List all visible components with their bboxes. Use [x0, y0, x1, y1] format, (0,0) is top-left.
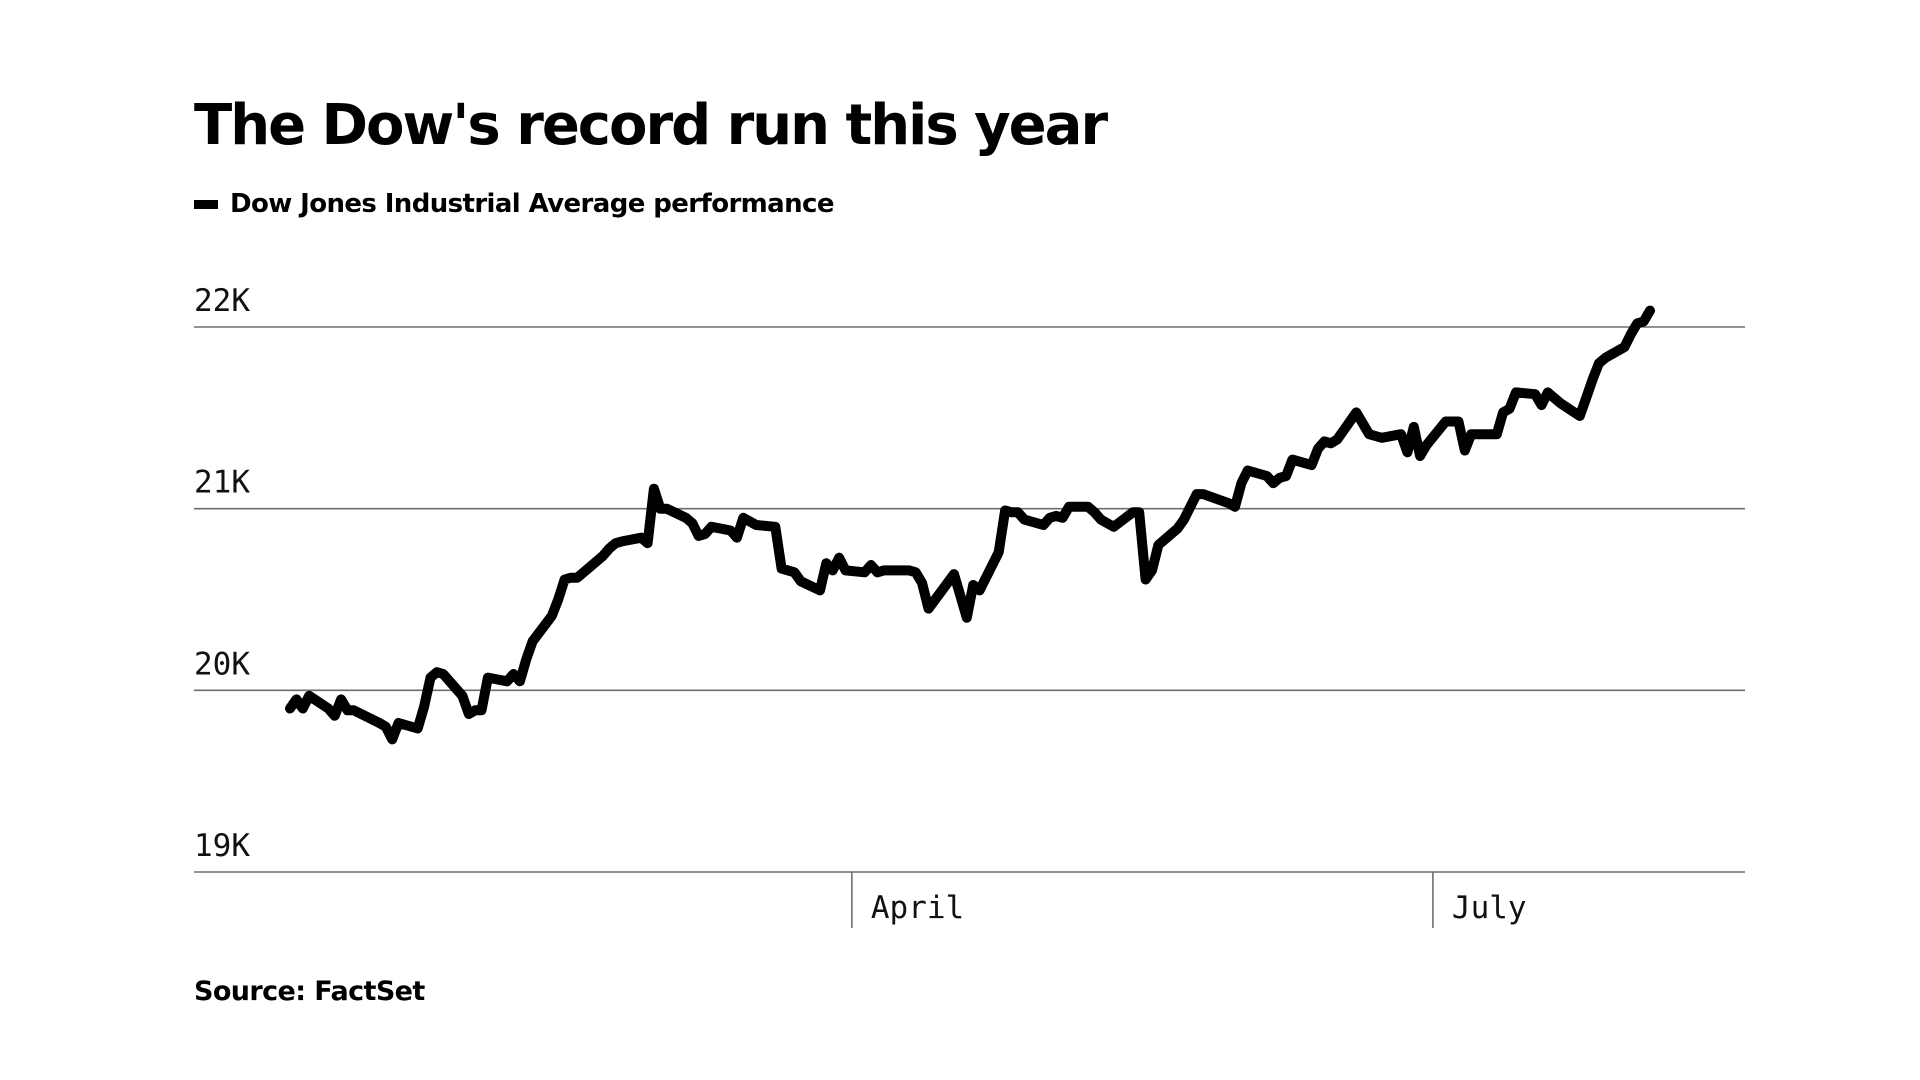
legend-swatch: [194, 199, 218, 209]
y-tick-label: 21K: [194, 465, 250, 501]
legend-label: Dow Jones Industrial Average performance: [230, 189, 834, 219]
x-tick-label: April: [871, 890, 964, 926]
y-tick-label: 20K: [194, 646, 250, 682]
chart-title: The Dow's record run this year: [194, 93, 1108, 158]
legend: Dow Jones Industrial Average performance: [194, 189, 834, 219]
chart-source: Source: FactSet: [194, 976, 425, 1007]
series-line-dow: [285, 305, 1655, 745]
y-tick-label: 19K: [194, 828, 250, 864]
y-tick-label: 22K: [194, 283, 250, 319]
x-tick-label: July: [1452, 890, 1527, 926]
